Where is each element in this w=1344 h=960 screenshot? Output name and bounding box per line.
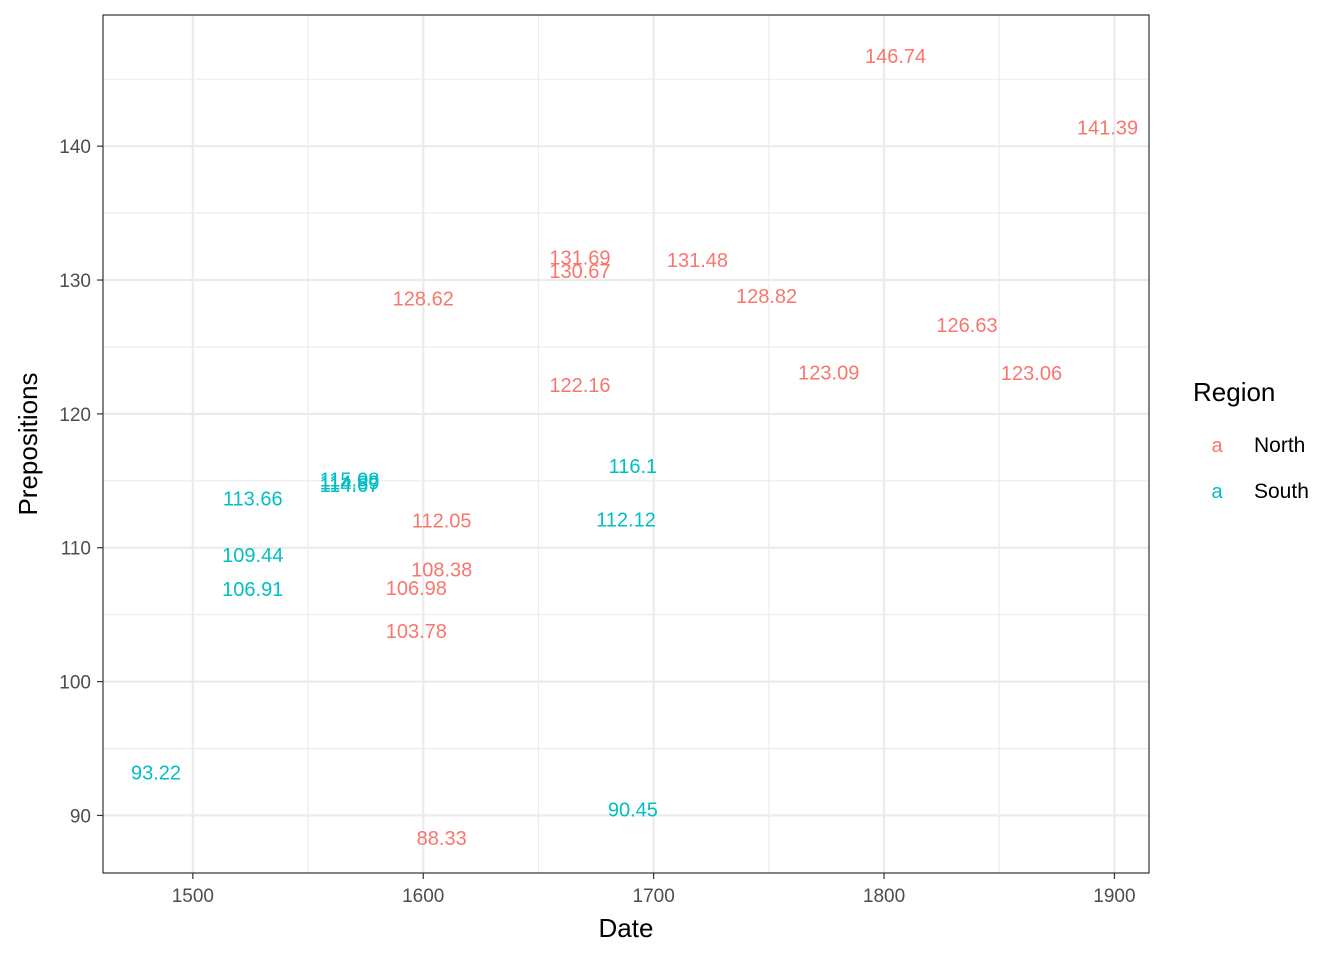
plot-panel-border xyxy=(102,14,1150,874)
data-label-north: 131.69 xyxy=(549,247,610,269)
data-label-north: 146.74 xyxy=(865,46,926,68)
legend-item-south: South xyxy=(1254,480,1309,503)
legend-title: Region xyxy=(1193,377,1275,407)
data-label-north: 128.82 xyxy=(736,286,797,308)
data-label-south: 109.44 xyxy=(222,545,283,567)
y-tick-label: 90 xyxy=(70,806,91,827)
x-tick-label: 1700 xyxy=(633,886,675,907)
data-label-south: 93.22 xyxy=(131,762,181,784)
y-tick-label: 100 xyxy=(59,673,91,694)
data-label-north: 123.06 xyxy=(1001,363,1062,385)
x-tick-label: 1600 xyxy=(402,886,444,907)
x-axis-title: Date xyxy=(599,913,654,943)
x-axis-ticks: 1500 1600 1700 1800 1900 xyxy=(172,873,1136,907)
y-tick-label: 130 xyxy=(59,271,91,292)
data-label-north: 103.78 xyxy=(386,621,447,643)
data-label-north: 106.98 xyxy=(386,578,447,600)
data-label-south: 112.12 xyxy=(596,509,656,531)
data-label-north: 131.48 xyxy=(667,250,728,272)
data-label-south: 106.91 xyxy=(222,579,283,601)
data-label-south: 90.45 xyxy=(608,799,658,821)
data-label-north: 122.16 xyxy=(549,375,610,397)
major-gridlines xyxy=(103,15,1149,873)
data-label-south: 115.08 xyxy=(320,470,380,492)
data-label-north: 123.09 xyxy=(798,363,859,385)
data-label-south: 113.66 xyxy=(223,489,283,511)
data-label-north: 108.38 xyxy=(411,559,472,581)
data-label-south: 116.1 xyxy=(609,456,658,478)
legend: Region a North a South xyxy=(1193,377,1309,503)
legend-key-glyph: a xyxy=(1211,435,1223,457)
data-label-north: 112.05 xyxy=(412,510,472,532)
minor-gridlines xyxy=(103,15,1149,873)
legend-item-north: North xyxy=(1254,434,1305,457)
legend-key-glyph: a xyxy=(1211,481,1223,503)
data-label-north: 88.33 xyxy=(417,828,467,850)
y-axis-title: Prepositions xyxy=(13,372,43,515)
y-tick-label: 140 xyxy=(59,137,91,158)
y-tick-label: 120 xyxy=(59,405,91,426)
y-axis-ticks: 90 100 110 120 130 140 xyxy=(59,137,103,827)
x-tick-label: 1900 xyxy=(1093,886,1135,907)
x-tick-label: 1800 xyxy=(863,886,905,907)
data-label-north: 128.62 xyxy=(393,289,454,311)
data-label-north: 141.39 xyxy=(1077,118,1138,140)
plot-background xyxy=(103,15,1149,873)
data-label-north: 130.67 xyxy=(549,261,610,283)
data-label-north: 126.63 xyxy=(936,315,997,337)
x-tick-label: 1500 xyxy=(172,886,214,907)
y-tick-label: 110 xyxy=(61,539,91,560)
data-label-south: 114.89 xyxy=(320,472,380,494)
data-label-south: 114.67 xyxy=(320,475,380,497)
